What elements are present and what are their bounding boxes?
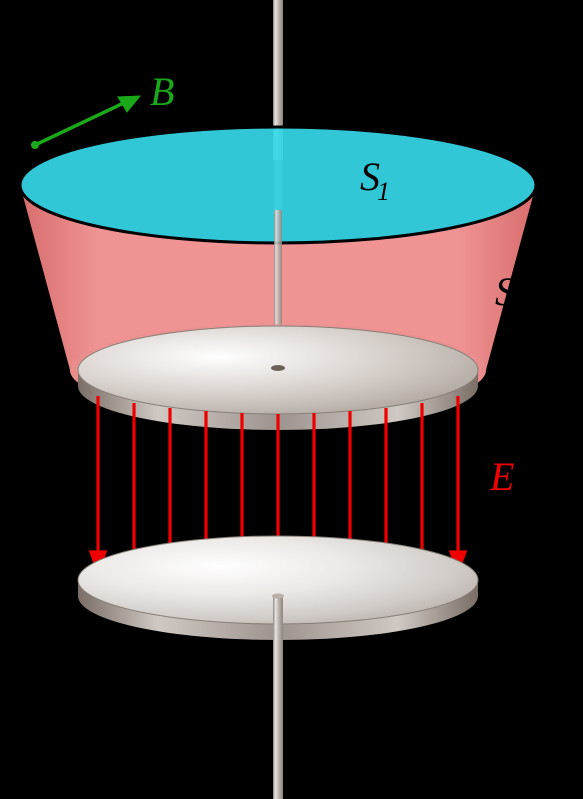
displacement-current-diagram: B S1 S2 E xyxy=(0,0,583,799)
wire-bottom xyxy=(273,596,283,799)
label-s2: S2 xyxy=(495,269,525,321)
e-arrow xyxy=(91,396,105,571)
label-b: B xyxy=(150,69,174,114)
label-e: E xyxy=(489,454,514,499)
wire-hole-top xyxy=(271,365,285,371)
e-arrow xyxy=(451,396,465,571)
wire-join-bottom xyxy=(272,594,284,599)
